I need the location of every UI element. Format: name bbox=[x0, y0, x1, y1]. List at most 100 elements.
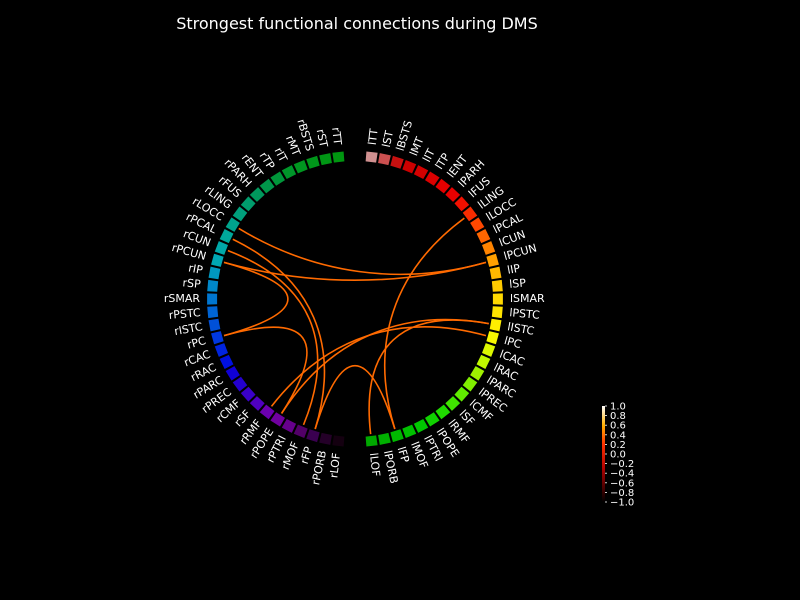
node-rMT bbox=[293, 159, 308, 174]
node-label-rPSTC: rPSTC bbox=[168, 306, 201, 322]
node-rSF bbox=[249, 396, 265, 411]
node-lPARH bbox=[445, 187, 461, 202]
node-lIP bbox=[489, 266, 502, 280]
node-label-lSP: lSP bbox=[509, 276, 527, 290]
node-lRMF bbox=[435, 404, 451, 420]
node-rSP bbox=[207, 279, 219, 292]
colorbar-tick-label: −1.0 bbox=[610, 498, 634, 509]
node-lSP bbox=[491, 279, 503, 292]
node-label-lTT: lTT bbox=[366, 128, 381, 146]
node-rPREC bbox=[232, 376, 248, 392]
colorbar-tick-label: −0.4 bbox=[610, 469, 634, 480]
node-lPARC bbox=[470, 366, 485, 381]
node-label-rPC: rPC bbox=[186, 334, 208, 352]
colorbar-gradient bbox=[602, 406, 605, 502]
node-label-rFP: rFP bbox=[298, 445, 316, 466]
connection-2 bbox=[383, 217, 465, 430]
node-rIT bbox=[281, 165, 297, 180]
node-lTT bbox=[365, 151, 378, 163]
node-rBSTS bbox=[306, 155, 320, 169]
node-rLOCC bbox=[225, 217, 240, 232]
node-lPOPE bbox=[424, 412, 440, 427]
colorbar-tick-label: −0.8 bbox=[610, 488, 634, 499]
colorbar-tick-label: 0.6 bbox=[610, 421, 626, 432]
node-lSMAR bbox=[492, 293, 503, 305]
node-lLOCC bbox=[470, 217, 485, 232]
node-lLING bbox=[462, 206, 478, 222]
node-lPREC bbox=[462, 376, 478, 392]
node-label-rISTC: rISTC bbox=[173, 320, 204, 338]
node-rPCAL bbox=[219, 228, 234, 244]
node-lPCUN bbox=[486, 253, 499, 267]
node-lPORB bbox=[378, 432, 391, 445]
node-label-lPC: lPC bbox=[503, 334, 524, 351]
node-rSMAR bbox=[207, 293, 218, 305]
node-label-lISTC: lISTC bbox=[506, 320, 535, 338]
node-label-rIT: rIT bbox=[272, 145, 290, 164]
node-rENT bbox=[259, 178, 275, 194]
connection-1 bbox=[238, 227, 487, 276]
node-label-lPSTC: lPSTC bbox=[509, 306, 541, 322]
colorbar: 1.00.80.60.40.20.0−0.2−0.4−0.6−0.8−1.0 bbox=[602, 402, 634, 509]
node-lMOF bbox=[402, 424, 417, 439]
node-rPC bbox=[211, 331, 224, 345]
node-rST bbox=[319, 153, 332, 166]
node-label-lST: lST bbox=[380, 129, 396, 148]
node-lISTC bbox=[489, 318, 502, 332]
connection-6 bbox=[314, 365, 396, 430]
connection-7 bbox=[232, 238, 326, 430]
node-label-rLOF: rLOF bbox=[327, 452, 343, 479]
colorbar-tick-label: 1.0 bbox=[610, 402, 626, 413]
node-lPCAL bbox=[476, 228, 491, 244]
node-label-rST: rST bbox=[314, 128, 331, 149]
colorbar-tick-label: 0.2 bbox=[610, 440, 626, 451]
node-lIT bbox=[413, 165, 429, 180]
node-lPSTC bbox=[491, 306, 503, 319]
node-rRAC bbox=[219, 354, 234, 370]
node-rLING bbox=[232, 206, 248, 222]
node-lPTRI bbox=[413, 418, 429, 433]
node-rPARH bbox=[249, 187, 265, 202]
node-label-rSMAR: rSMAR bbox=[164, 292, 201, 305]
connection-8 bbox=[227, 249, 319, 426]
node-lCMF bbox=[454, 386, 470, 402]
node-rMOF bbox=[293, 424, 308, 439]
node-label-lFP: lFP bbox=[395, 445, 412, 464]
node-rCUN bbox=[214, 241, 229, 255]
node-lPC bbox=[486, 331, 499, 345]
node-lCUN bbox=[481, 241, 496, 255]
node-lRAC bbox=[476, 354, 491, 370]
node-rIP bbox=[208, 266, 221, 280]
node-lFUS bbox=[454, 196, 470, 212]
node-lST bbox=[378, 153, 391, 166]
node-label-rSP: rSP bbox=[182, 276, 202, 291]
node-lBSTS bbox=[390, 155, 404, 169]
node-lSF bbox=[445, 396, 461, 411]
node-label-lSMAR: lSMAR bbox=[510, 292, 545, 305]
node-rPOPE bbox=[270, 412, 286, 427]
node-rTT bbox=[332, 151, 345, 163]
node-lMT bbox=[402, 159, 417, 174]
connection-9 bbox=[223, 326, 308, 414]
node-lFP bbox=[390, 429, 404, 443]
connection-5 bbox=[270, 326, 487, 407]
node-rPARC bbox=[225, 366, 240, 381]
node-ring bbox=[207, 151, 503, 447]
colorbar-tick-label: −0.6 bbox=[610, 478, 634, 489]
node-lENT bbox=[435, 178, 451, 194]
node-lLOF bbox=[365, 435, 378, 447]
node-labels: lTT lSTlBSTSlMTlITlTPlENTlPARHlFUSlLINGlL… bbox=[164, 118, 545, 487]
node-lTP bbox=[424, 171, 440, 186]
node-rISTC bbox=[208, 318, 221, 332]
node-rPSTC bbox=[207, 306, 219, 319]
node-rCAC bbox=[214, 343, 229, 357]
node-rTP bbox=[270, 171, 286, 186]
node-rPTRI bbox=[281, 418, 297, 433]
colorbar-tick-label: 0.4 bbox=[610, 430, 626, 441]
colorbar-ticks: 1.00.80.60.40.20.0−0.2−0.4−0.6−0.8−1.0 bbox=[605, 402, 634, 509]
node-rPCUN bbox=[211, 253, 224, 267]
node-rPORB bbox=[319, 432, 332, 445]
colorbar-tick-label: −0.2 bbox=[610, 459, 634, 470]
node-rLOF bbox=[332, 435, 345, 447]
